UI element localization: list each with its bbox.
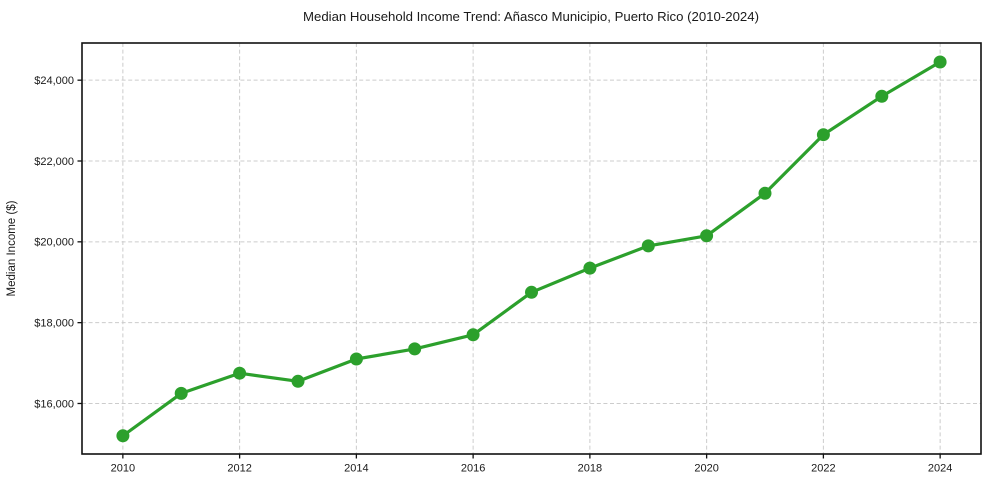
data-point-2017	[525, 285, 538, 299]
data-point-2022	[816, 128, 830, 142]
x-tick-label: 2022	[811, 463, 835, 475]
x-tick-label: 2020	[694, 463, 718, 475]
data-point-2010	[116, 429, 130, 443]
data-point-2014	[349, 352, 363, 366]
x-tick-label: 2024	[928, 463, 952, 475]
data-point-2016	[466, 328, 480, 342]
data-point-2012	[233, 366, 247, 380]
y-tick-label: $16,000	[34, 398, 74, 410]
data-point-2015	[408, 342, 422, 356]
data-point-2024	[933, 55, 947, 69]
y-axis-label: Median Income ($)	[6, 200, 18, 296]
gridlines	[82, 43, 981, 454]
data-point-2019	[641, 239, 655, 253]
data-point-2018	[583, 261, 597, 275]
x-tick-label: 2014	[344, 463, 368, 475]
data-line	[121, 60, 942, 438]
plot-frame	[81, 42, 982, 455]
y-tick-label: $20,000	[34, 237, 74, 249]
y-tick-label: $24,000	[34, 75, 74, 87]
x-tick-label: 2018	[578, 463, 602, 475]
data-point-2023	[875, 89, 889, 103]
chart-title: Median Household Income Trend: Añasco Mu…	[303, 9, 759, 24]
y-tick-label: $18,000	[34, 317, 74, 329]
tick-labels: $16,000 $18,000 $20,000 $22,000 $24,000 2010 2…	[34, 75, 952, 475]
y-tick-label: $22,000	[34, 156, 74, 168]
data-point-2013	[291, 374, 305, 388]
data-series	[116, 55, 947, 443]
x-tick-label: 2012	[227, 463, 251, 475]
x-tick-label: 2016	[461, 463, 485, 475]
axes	[77, 42, 982, 459]
data-point-2020	[700, 229, 714, 243]
data-point-2011	[174, 386, 188, 400]
data-point-2021	[758, 186, 772, 200]
x-tick-label: 2010	[111, 463, 135, 475]
